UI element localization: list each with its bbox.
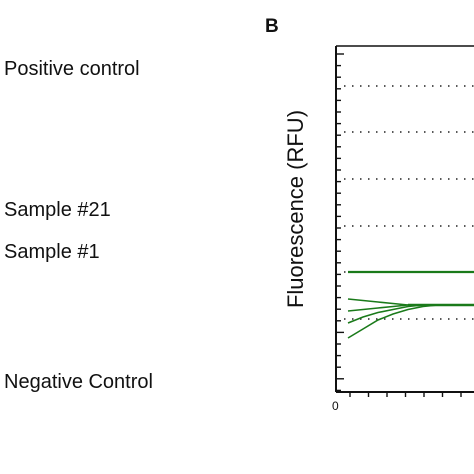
sample-1-label: Sample #1: [4, 241, 100, 263]
x-tick-labels: 0: [332, 399, 339, 413]
x-tick-label: 0: [332, 399, 339, 413]
sample-21-label: Sample #21: [4, 199, 111, 221]
series-line-5: [347, 304, 474, 324]
axes: [335, 45, 474, 397]
negative-control-label: Negative Control: [4, 371, 153, 393]
series-group: [347, 270, 474, 339]
positive-control-label: Positive control: [4, 58, 140, 80]
series-line-4: [347, 304, 474, 339]
grid-lines: [344, 85, 474, 320]
panel-letter: B: [265, 16, 279, 37]
